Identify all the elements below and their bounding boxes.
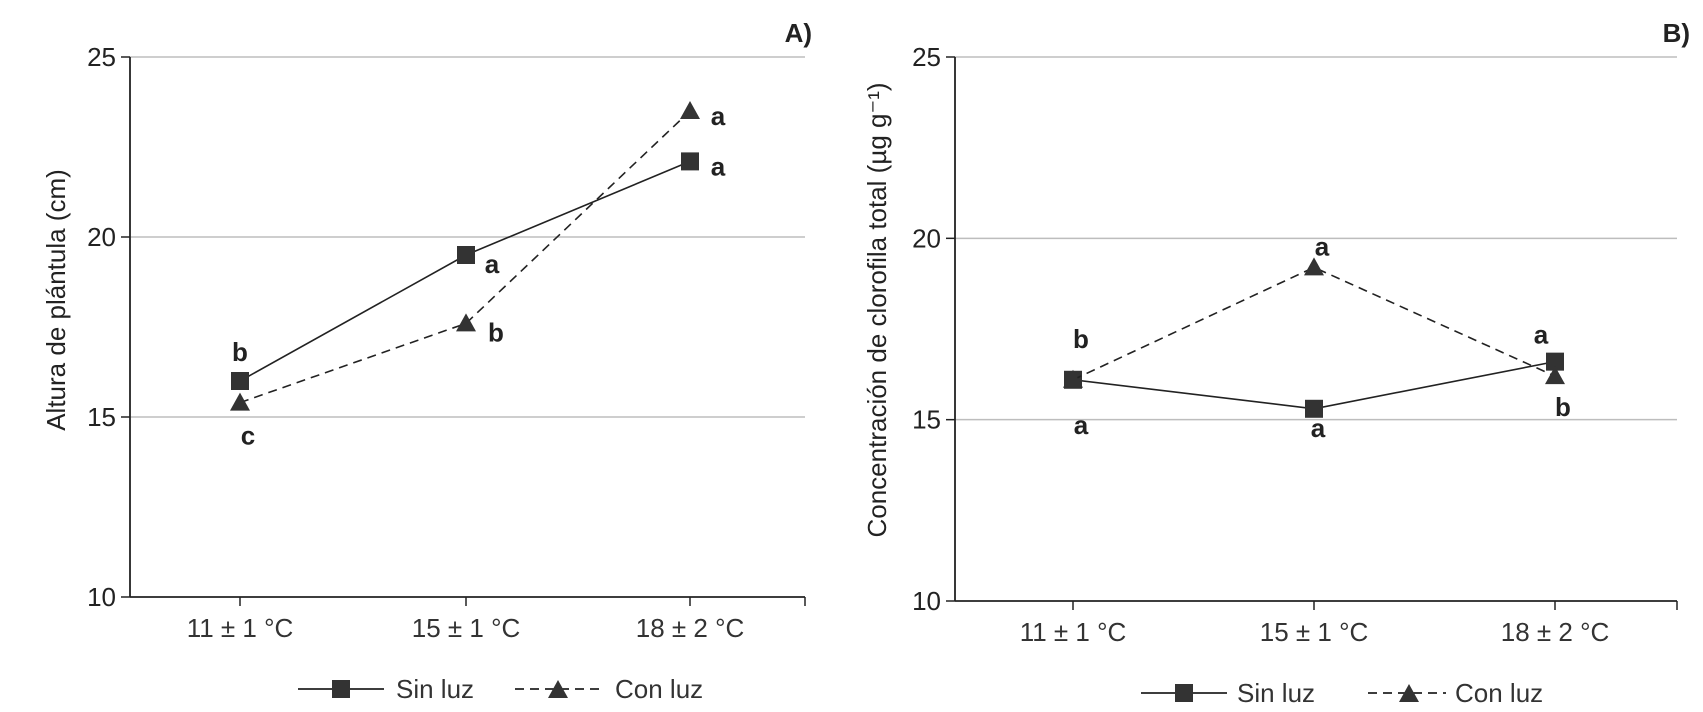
legend-b-sin-luz-label: Sin luz [1237, 678, 1315, 708]
panel-b-label: B) [1663, 18, 1690, 48]
panel-a-sin-luz-point-1 [457, 246, 475, 264]
panel-a-con-luz-point-0 [230, 392, 250, 411]
panel-a-ytick-label-10: 10 [87, 582, 116, 612]
legend-a-sin-luz-marker [332, 680, 350, 698]
panel-a-sin-luz-point-2 [681, 152, 699, 171]
panel-a-xtick-label-0: 11 ± 1 °C [187, 613, 294, 643]
panel-b-xtick-label-2: 18 ± 2 °C [1501, 617, 1610, 647]
panel-b-sin-luz-sig-label-0: a [1074, 410, 1089, 440]
panel-b-ytick-label-15: 15 [912, 405, 941, 435]
panel-a-xtick-label-1: 15 ± 1 °C [412, 613, 521, 643]
panel-a-sin-luz-sig-label-0: b [232, 337, 248, 367]
legend-b-con-luz-marker [1399, 684, 1419, 702]
panel-a-con-luz-sig-label-2: a [711, 101, 726, 131]
panel-b-con-luz-point-2 [1545, 366, 1565, 385]
panel-a-con-luz-point-2 [680, 101, 700, 119]
panel-b-sin-luz-sig-label-1: a [1311, 413, 1326, 443]
panel-b-ytick-label-10: 10 [912, 586, 941, 616]
panel-b-con-luz-sig-label-2: b [1555, 392, 1571, 422]
panel-a-sin-luz-sig-label-1: a [485, 249, 500, 279]
panel-b-xtick-label-1: 15 ± 1 °C [1260, 617, 1369, 647]
panel-b-con-luz-sig-label-0: b [1073, 324, 1089, 354]
panel-b-xtick-label-0: 11 ± 1 °C [1020, 617, 1127, 647]
legend-b: Sin luz Con luz [1141, 678, 1543, 708]
panel-a-sin-luz-point-0 [231, 372, 249, 390]
legend-a-con-luz-label: Con luz [615, 674, 703, 704]
legend-b-con-luz-label: Con luz [1455, 678, 1543, 708]
panel-a-ytick-label-20: 20 [87, 222, 116, 252]
panel-b-sin-luz-point-2 [1546, 352, 1564, 371]
panel-a-ytick-label-25: 25 [87, 42, 116, 72]
legend-b-sin-luz-marker [1175, 684, 1193, 702]
panel-a-xtick-label-2: 18 ± 2 °C [636, 613, 745, 643]
panel-b-con-luz-point-0 [1063, 369, 1083, 388]
panel-b-con-luz-sig-label-1: a [1315, 231, 1330, 261]
panel-b-con-luz-line [1072, 266, 1556, 381]
panel-a-con-luz-sig-label-0: c [241, 421, 255, 451]
panel-a-sin-luz-sig-label-2: a [711, 151, 726, 181]
panel-b-ytick-label-25: 25 [912, 42, 941, 72]
panel-b-sin-luz-sig-label-2: a [1534, 320, 1549, 350]
panel-b-sin-luz-point-1 [1305, 399, 1323, 418]
legend-a: Sin luz Con luz [298, 674, 703, 704]
panel-a-sin-luz-line [239, 160, 691, 382]
panel-a-label: A) [785, 18, 812, 48]
panel-a-ylabel: Altura de plántula (cm) [41, 169, 71, 431]
panel-b-con-luz-point-1 [1304, 257, 1324, 276]
panel-b-ytick-label-20: 20 [912, 223, 941, 253]
legend-a-sin-luz-label: Sin luz [396, 674, 474, 704]
panel-a-ytick-label-15: 15 [87, 402, 116, 432]
panel-a-con-luz-line [239, 110, 691, 404]
panel-b-ylabel: Concentración de clorofila total (µg g⁻¹… [862, 82, 892, 537]
panel-a-con-luz-sig-label-1: b [488, 317, 504, 347]
panel-a-con-luz-point-1 [456, 313, 476, 332]
legend-a-con-luz-marker [548, 680, 568, 698]
